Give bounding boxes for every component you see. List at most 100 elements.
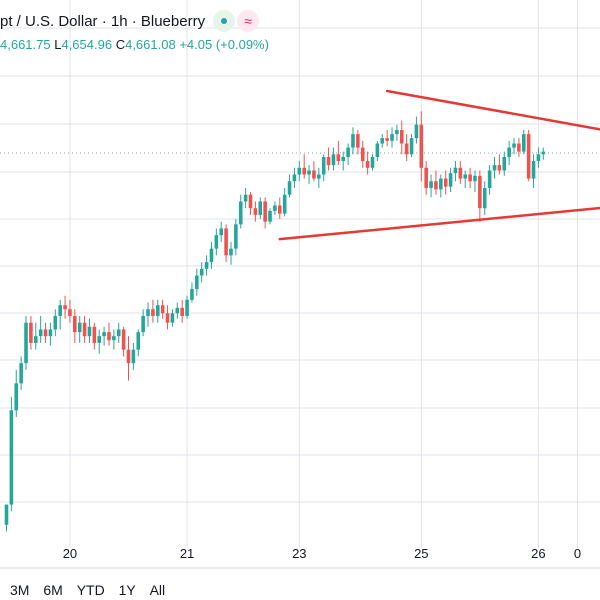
- candle: [199, 262, 204, 283]
- candle-body: [209, 248, 214, 263]
- candle-body: [170, 313, 175, 323]
- candle-body: [263, 201, 267, 222]
- candle: [346, 143, 350, 166]
- symbol-title[interactable]: pt / U.S. Dollar · 1h · Blueberry ≈: [0, 10, 260, 32]
- candle-body: [102, 332, 106, 337]
- range-1y-button[interactable]: 1Y: [118, 582, 136, 598]
- candle: [424, 161, 428, 195]
- candle-body: [385, 138, 389, 141]
- candle: [38, 315, 43, 343]
- candle-body: [199, 268, 204, 276]
- market-status-icon[interactable]: [213, 10, 236, 32]
- candle-body: [429, 181, 433, 188]
- candle-body: [434, 181, 438, 190]
- candle-body: [497, 165, 502, 171]
- candle-body: [4, 504, 9, 525]
- wave-icon[interactable]: ≈: [237, 10, 260, 32]
- candle-body: [439, 178, 443, 190]
- candle: [224, 224, 228, 263]
- candle: [243, 187, 248, 209]
- candle: [53, 309, 58, 337]
- candle: [321, 154, 326, 182]
- candle-body: [126, 349, 131, 364]
- candle-body: [58, 305, 62, 316]
- candle-body: [531, 161, 536, 179]
- candle: [185, 295, 189, 319]
- candle: [390, 127, 394, 148]
- candle-body: [243, 194, 248, 202]
- trendlines[interactable]: [278, 89, 600, 241]
- candle: [4, 504, 9, 532]
- candle: [165, 305, 170, 330]
- candle-body: [478, 175, 482, 209]
- candle: [131, 342, 136, 370]
- candle: [478, 170, 482, 222]
- candle: [434, 170, 438, 195]
- candle-body: [380, 138, 385, 144]
- candle-body: [214, 235, 219, 249]
- candle: [273, 201, 277, 215]
- candle: [146, 302, 150, 327]
- candle: [258, 197, 263, 219]
- candle-body: [317, 174, 321, 179]
- candle-body: [399, 130, 404, 144]
- candle-body: [107, 332, 111, 341]
- candle-body: [502, 157, 507, 171]
- x-tick-label: 21: [180, 546, 194, 561]
- candle: [9, 396, 14, 512]
- candle: [395, 124, 399, 141]
- candle-body: [204, 262, 209, 269]
- candle-body: [370, 157, 375, 168]
- trendline-2[interactable]: [278, 206, 600, 241]
- candle-body: [273, 205, 277, 211]
- range-ytd-button[interactable]: YTD: [76, 582, 105, 598]
- candle: [370, 154, 375, 171]
- candle: [155, 299, 160, 323]
- x-tick-label: 26: [531, 546, 545, 561]
- candle-body: [14, 383, 19, 411]
- candle: [121, 326, 126, 357]
- candle-body: [356, 134, 360, 148]
- candle-body: [185, 299, 189, 316]
- candle: [268, 208, 272, 225]
- candle: [439, 174, 443, 198]
- candle-body: [38, 329, 43, 337]
- candle: [536, 147, 541, 168]
- candle: [102, 326, 106, 346]
- x-axis-labels: 20 21 23 25 26 0: [63, 546, 581, 561]
- candle-body: [365, 161, 370, 168]
- range-3m-button[interactable]: 3M: [10, 582, 30, 598]
- candle-body: [375, 143, 380, 157]
- low-label: L: [54, 37, 62, 52]
- candle: [297, 161, 302, 182]
- close-label: C: [115, 37, 126, 52]
- candle-body: [282, 194, 287, 214]
- candle: [375, 140, 380, 162]
- candle: [463, 170, 468, 188]
- candle: [317, 167, 321, 188]
- candle-body: [341, 157, 346, 162]
- candle-body: [87, 326, 92, 337]
- candle-body: [43, 329, 48, 337]
- candle: [141, 309, 145, 337]
- range-all-button[interactable]: All: [149, 582, 166, 598]
- range-6m-button[interactable]: 6M: [43, 582, 63, 598]
- trendline-1[interactable]: [385, 89, 600, 134]
- candle-body: [351, 134, 355, 148]
- candle-body: [482, 187, 487, 209]
- candle-body: [268, 210, 272, 222]
- candle: [326, 147, 331, 171]
- candle-body: [331, 154, 336, 166]
- candle: [82, 315, 87, 343]
- candle: [253, 201, 258, 222]
- candle: [107, 322, 111, 346]
- candle-body: [287, 181, 292, 195]
- candle: [19, 356, 23, 391]
- candle: [73, 309, 77, 343]
- candle-body: [453, 167, 458, 174]
- candle: [175, 302, 180, 319]
- candle-body: [219, 228, 224, 236]
- candle-body: [146, 309, 150, 316]
- candle: [307, 165, 311, 184]
